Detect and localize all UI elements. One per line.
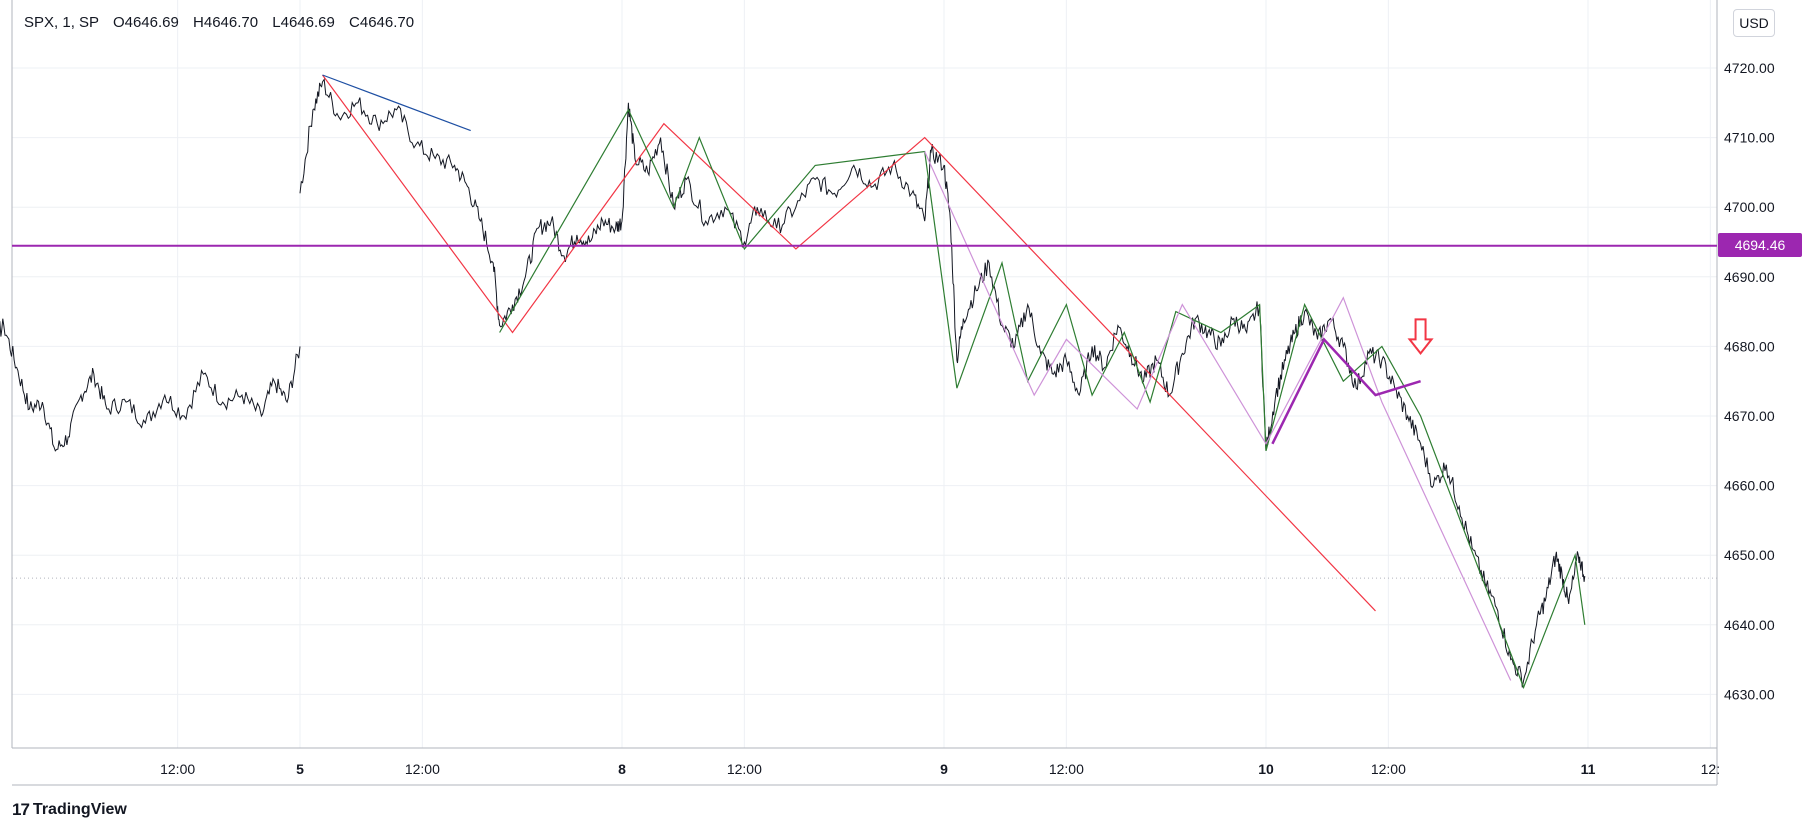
- time-tick-label: 12:: [1701, 761, 1720, 777]
- tradingview-logo-icon: 17: [12, 800, 30, 819]
- time-tick-label: 8: [618, 761, 626, 777]
- open-label: O: [112, 14, 125, 31]
- price-tick-label: 4690.00: [1724, 269, 1775, 285]
- high-label: H: [193, 14, 204, 31]
- price-line: [299, 77, 1586, 688]
- symbol-label: SPX, 1, SP: [24, 14, 99, 31]
- time-tick-label: 12:00: [727, 761, 762, 777]
- purple-trend-drawing: [1271, 337, 1421, 445]
- price-line: [0, 318, 301, 452]
- price-tick-label: 4650.00: [1724, 547, 1775, 563]
- price-tick-label: 4700.00: [1724, 199, 1775, 215]
- time-tick-label: 12:00: [1049, 761, 1084, 777]
- price-tick-label: 4680.00: [1724, 338, 1775, 354]
- price-tick-label: 4710.00: [1724, 130, 1775, 146]
- price-series: [0, 77, 1586, 688]
- time-tick-label: 9: [940, 761, 948, 777]
- time-tick-label: 11: [1581, 761, 1596, 777]
- close-label: C: [349, 14, 360, 31]
- ohlc-legend: SPX, 1, SP O4646.69 H4646.70 L4646.69 C4…: [24, 14, 414, 31]
- price-tick-label: 4660.00: [1724, 478, 1775, 494]
- chart-grid: [11, 0, 1718, 786]
- chart-drawings: [12, 74, 1717, 690]
- high-value: 4646.70: [203, 14, 259, 31]
- price-axis[interactable]: 4720.00 4710.00 4700.00 4690.00 4680.00 4670.…: [1724, 60, 1775, 702]
- time-axis[interactable]: 12:00 5 12:00 8 12:00 9 12:00 10 12:00 11 12:: [160, 761, 1720, 777]
- price-tick-label: 4720.00: [1724, 60, 1775, 76]
- open-value: 4646.69: [124, 14, 179, 31]
- time-tick-label: 5: [296, 761, 304, 777]
- low-label: L: [272, 14, 281, 31]
- green-trend-drawing: [499, 108, 1586, 690]
- time-tick-label: 10: [1258, 761, 1274, 777]
- blue-trend-drawing: [322, 74, 471, 132]
- down-arrow-icon: [1407, 318, 1434, 355]
- tradingview-logo[interactable]: 17 TradingView: [12, 800, 127, 820]
- horizontal-line-price-label: 4694.46: [1718, 233, 1802, 257]
- pink-trend-drawing: [924, 151, 1512, 681]
- price-tick-label: 4670.00: [1724, 408, 1775, 424]
- price-tick-label: 4640.00: [1724, 617, 1775, 633]
- time-tick-label: 12:00: [160, 761, 195, 777]
- close-value: 4646.70: [359, 14, 415, 31]
- time-tick-label: 12:00: [405, 761, 440, 777]
- time-tick-label: 12:00: [1371, 761, 1406, 777]
- low-value: 4646.69: [280, 14, 335, 31]
- price-tick-label: 4630.00: [1724, 686, 1775, 702]
- brand-name: TradingView: [32, 801, 127, 818]
- red-trend-drawing: [322, 74, 1376, 612]
- currency-button[interactable]: USD: [1733, 9, 1775, 37]
